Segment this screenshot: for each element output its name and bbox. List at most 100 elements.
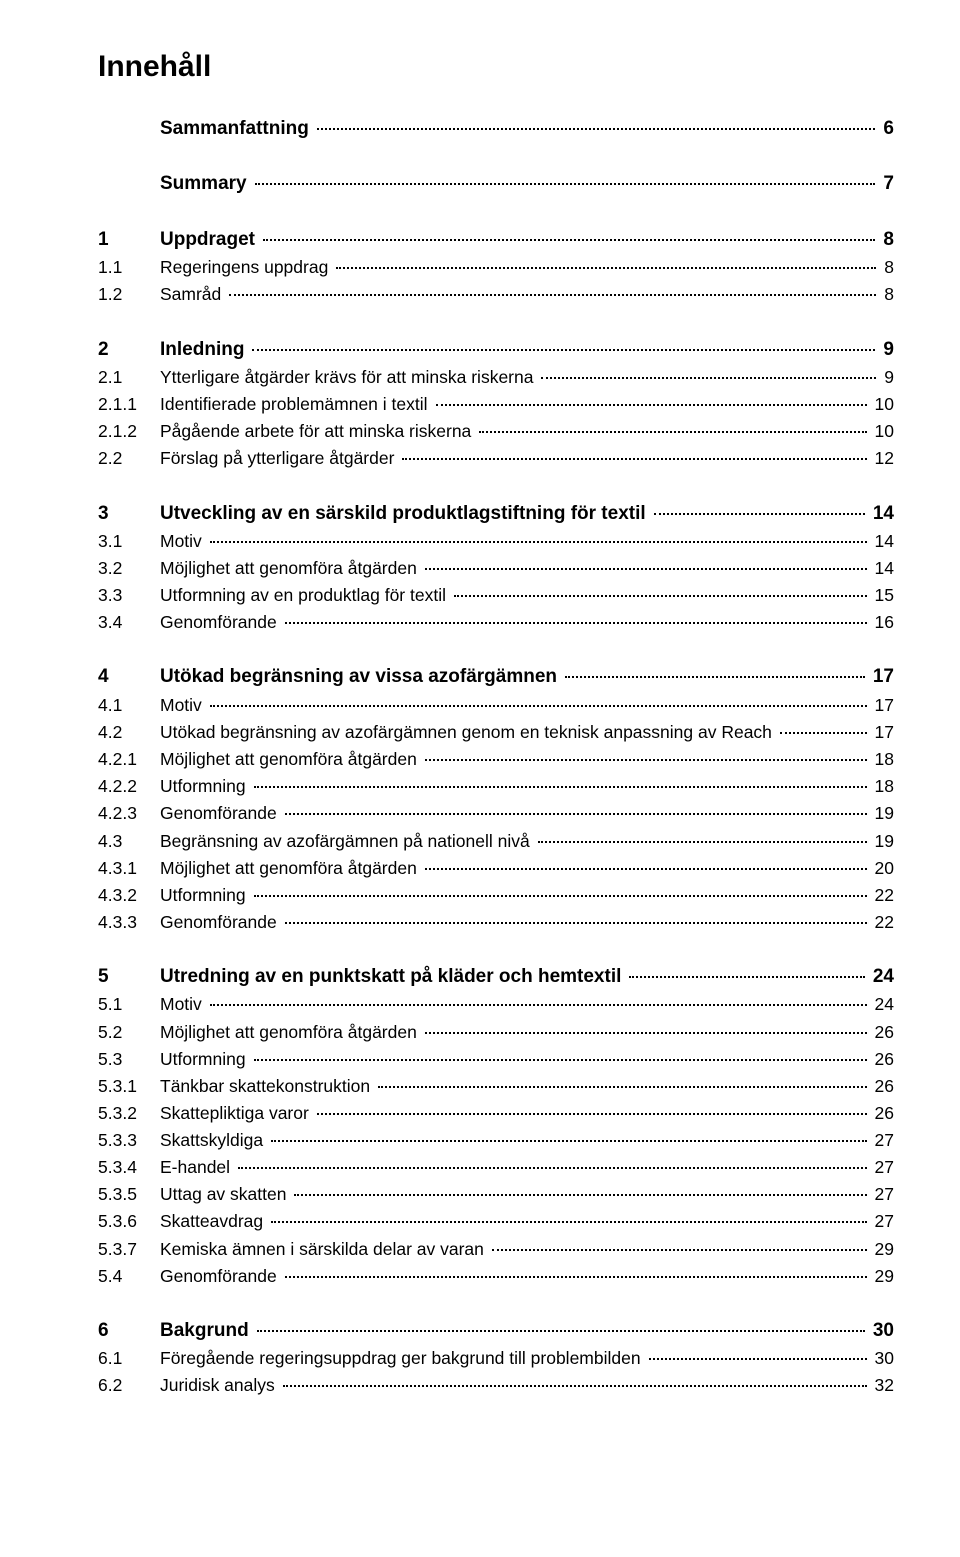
- toc-page: 32: [871, 1372, 894, 1399]
- toc-page: 14: [871, 555, 894, 582]
- toc-number: 4.3.2: [98, 882, 160, 909]
- toc-number: 5.3.3: [98, 1127, 160, 1154]
- toc-row[interactable]: 4.2.3Genomförande19: [98, 800, 894, 827]
- toc-row[interactable]: 5.3.1Tänkbar skattekonstruktion26: [98, 1073, 894, 1100]
- toc-page: 18: [871, 746, 894, 773]
- toc-leader: [285, 622, 867, 624]
- toc-row[interactable]: 2.1.2Pågående arbete för att minska risk…: [98, 418, 894, 445]
- toc-leader: [283, 1385, 867, 1387]
- toc-number: 2.1.1: [98, 391, 160, 418]
- toc-label: Samråd: [160, 281, 225, 308]
- toc-page: 14: [869, 499, 894, 528]
- toc-leader: [254, 786, 867, 788]
- toc-row[interactable]: 3Utveckling av en särskild produktlagsti…: [98, 499, 894, 528]
- toc-page: 27: [871, 1127, 894, 1154]
- toc-row[interactable]: 2.1Ytterligare åtgärder krävs för att mi…: [98, 364, 894, 391]
- toc-label: Motiv: [160, 692, 206, 719]
- toc-row[interactable]: 4.3.3Genomförande22: [98, 909, 894, 936]
- toc-leader: [541, 377, 876, 379]
- toc-number: 6: [98, 1316, 160, 1345]
- toc-row[interactable]: 4.3.1Möjlighet att genomföra åtgärden20: [98, 855, 894, 882]
- document-title: Innehåll: [98, 50, 894, 84]
- toc-number: 5.3.1: [98, 1073, 160, 1100]
- toc-row[interactable]: 2.2Förslag på ytterligare åtgärder12: [98, 445, 894, 472]
- toc-page: 27: [871, 1154, 894, 1181]
- toc-label: Uttag av skatten: [160, 1181, 290, 1208]
- toc-page: 8: [879, 225, 894, 254]
- toc-row[interactable]: 6.1Föregående regeringsuppdrag ger bakgr…: [98, 1345, 894, 1372]
- toc-leader: [271, 1140, 866, 1142]
- toc-leader: [336, 267, 876, 269]
- toc-row[interactable]: 3.4Genomförande16: [98, 609, 894, 636]
- toc-row[interactable]: Summary7: [98, 169, 894, 198]
- toc-row[interactable]: 2Inledning9: [98, 335, 894, 364]
- toc-page: 19: [871, 800, 894, 827]
- toc-page: 17: [871, 692, 894, 719]
- toc-leader: [780, 732, 867, 734]
- toc-page: 18: [871, 773, 894, 800]
- toc-row[interactable]: 5.3Utformning26: [98, 1046, 894, 1073]
- toc-row[interactable]: 6Bakgrund30: [98, 1316, 894, 1345]
- toc-number: 5.4: [98, 1263, 160, 1290]
- toc-row[interactable]: 5.3.2Skattepliktiga varor26: [98, 1100, 894, 1127]
- toc-leader: [378, 1086, 866, 1088]
- toc-number: 4.2.3: [98, 800, 160, 827]
- toc-label: Utökad begränsning av azofärgämnen genom…: [160, 719, 776, 746]
- toc-row[interactable]: 4.3.2Utformning22: [98, 882, 894, 909]
- toc-section-spacer: [98, 636, 894, 662]
- toc-label: Tänkbar skattekonstruktion: [160, 1073, 374, 1100]
- toc-page: 26: [871, 1100, 894, 1127]
- toc-leader: [263, 239, 875, 241]
- toc-row[interactable]: 4.3Begränsning av azofärgämnen på nation…: [98, 828, 894, 855]
- toc-row[interactable]: 2.1.1Identifierade problemämnen i textil…: [98, 391, 894, 418]
- toc-label: Kemiska ämnen i särskilda delar av varan: [160, 1236, 488, 1263]
- toc-row[interactable]: 6.2Juridisk analys32: [98, 1372, 894, 1399]
- toc-number: 5.3.7: [98, 1236, 160, 1263]
- toc-row[interactable]: 4.2.2Utformning18: [98, 773, 894, 800]
- toc-row[interactable]: 5.4Genomförande29: [98, 1263, 894, 1290]
- toc-leader: [238, 1167, 866, 1169]
- toc-row[interactable]: 1.2Samråd8: [98, 281, 894, 308]
- toc-page: 17: [869, 662, 894, 691]
- toc-row[interactable]: 5.3.7Kemiska ämnen i särskilda delar av …: [98, 1236, 894, 1263]
- toc-leader: [255, 183, 876, 185]
- toc-label: Uppdraget: [160, 225, 259, 254]
- toc-number: 2.2: [98, 445, 160, 472]
- toc-row[interactable]: 4.2Utökad begränsning av azofärgämnen ge…: [98, 719, 894, 746]
- toc-row[interactable]: 5.3.5Uttag av skatten27: [98, 1181, 894, 1208]
- toc-leader: [229, 294, 876, 296]
- toc-row[interactable]: 5Utredning av en punktskatt på kläder oc…: [98, 962, 894, 991]
- toc-leader: [425, 759, 867, 761]
- toc-row[interactable]: 3.3Utformning av en produktlag för texti…: [98, 582, 894, 609]
- toc-row[interactable]: Sammanfattning6: [98, 114, 894, 143]
- toc-leader: [425, 868, 867, 870]
- toc-number: 2.1: [98, 364, 160, 391]
- toc-row[interactable]: 3.1Motiv14: [98, 528, 894, 555]
- toc-row[interactable]: 1Uppdraget8: [98, 225, 894, 254]
- toc-page: 6: [879, 114, 894, 143]
- toc-leader: [492, 1249, 867, 1251]
- toc-number: 6.2: [98, 1372, 160, 1399]
- toc-label: Utformning: [160, 773, 250, 800]
- toc-leader: [649, 1358, 867, 1360]
- toc-row[interactable]: 5.1Motiv24: [98, 991, 894, 1018]
- toc-row[interactable]: 5.3.3Skattskyldiga27: [98, 1127, 894, 1154]
- toc-row[interactable]: 4Utökad begränsning av vissa azofärgämne…: [98, 662, 894, 691]
- toc-row[interactable]: 1.1Regeringens uppdrag8: [98, 254, 894, 281]
- toc-leader: [285, 813, 867, 815]
- toc-row[interactable]: 5.3.4E-handel27: [98, 1154, 894, 1181]
- toc-row[interactable]: 4.1Motiv17: [98, 692, 894, 719]
- toc-row[interactable]: 4.2.1Möjlighet att genomföra åtgärden18: [98, 746, 894, 773]
- toc-label: Möjlighet att genomföra åtgärden: [160, 855, 421, 882]
- toc-number: 5: [98, 962, 160, 991]
- toc-leader: [271, 1221, 866, 1223]
- toc-number: 1.2: [98, 281, 160, 308]
- toc-number: 3.1: [98, 528, 160, 555]
- toc-row[interactable]: 5.2Möjlighet att genomföra åtgärden26: [98, 1019, 894, 1046]
- toc-page: 30: [871, 1345, 894, 1372]
- toc-page: 24: [869, 962, 894, 991]
- toc-page: 29: [871, 1263, 894, 1290]
- toc-row[interactable]: 5.3.6Skatteavdrag27: [98, 1208, 894, 1235]
- toc-leader: [252, 349, 875, 351]
- toc-row[interactable]: 3.2Möjlighet att genomföra åtgärden14: [98, 555, 894, 582]
